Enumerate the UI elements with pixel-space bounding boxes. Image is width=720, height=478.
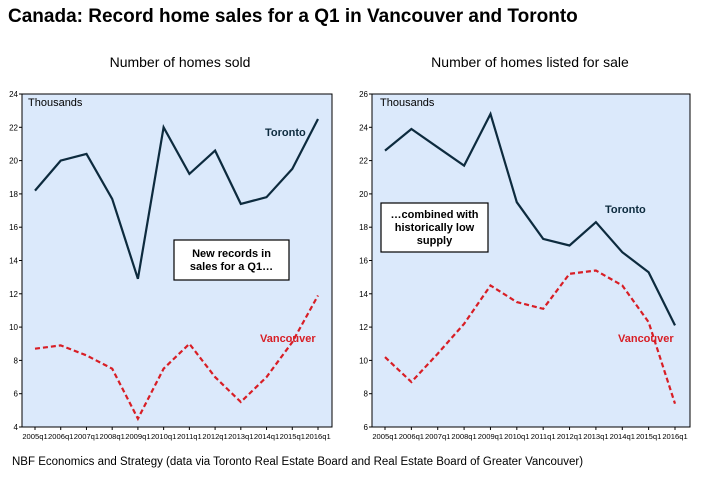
- right-y-tick-label: 10: [359, 356, 368, 365]
- left-y-tick-label: 10: [9, 323, 18, 332]
- source-footer: NBF Economics and Strategy (data via Tor…: [12, 456, 584, 468]
- left-x-tick-label: 2014q1: [254, 432, 279, 441]
- left-toronto-label: Toronto: [265, 127, 306, 139]
- right-y-tick-label: 20: [359, 190, 368, 199]
- left-y-tick-label: 20: [9, 157, 18, 166]
- right-y-axis-label: Thousands: [380, 97, 435, 109]
- left-x-tick-label: 2015q1: [280, 432, 305, 441]
- right-x-tick-label: 2012q1: [557, 432, 582, 441]
- right-plot-area: [371, 93, 691, 428]
- right-y-tick-label: 8: [364, 390, 369, 399]
- right-annotation-box: [380, 202, 489, 253]
- right-y-tick-label: 14: [359, 290, 368, 299]
- right-x-tick-label: 2007q1: [425, 432, 450, 441]
- left-y-tick-label: 22: [9, 123, 18, 132]
- left-annotation-box: [173, 239, 290, 281]
- right-vancouver-line: [384, 269, 677, 405]
- right-x-tick-label: 2015q1: [636, 432, 661, 441]
- right-x-tick-label: 2013q1: [583, 432, 608, 441]
- left-x-tick-label: 2010q1: [151, 432, 176, 441]
- left-x-tick-label: 2016q1: [305, 432, 330, 441]
- right-x-tick-label: 2008q1: [451, 432, 476, 441]
- left-annotation-text: sales for a Q1…: [190, 261, 273, 273]
- left-x-tick-label: 2013q1: [228, 432, 253, 441]
- right-x-tick-label: 2009q1: [478, 432, 503, 441]
- left-x-tick-label: 2008q1: [100, 432, 125, 441]
- left-y-tick-label: 4: [14, 423, 19, 432]
- left-y-tick-label: 6: [14, 390, 19, 399]
- right-annotation-text: …combined with: [391, 209, 479, 221]
- left-x-tick-label: 2012q1: [202, 432, 227, 441]
- right-x-tick-label: 2016q1: [662, 432, 687, 441]
- left-x-tick-label: 2006q1: [48, 432, 73, 441]
- right-x-tick-label: 2005q1: [372, 432, 397, 441]
- left-annotation-text: New records in: [192, 248, 271, 260]
- left-y-tick-label: 8: [14, 356, 19, 365]
- right-y-tick-label: 18: [359, 223, 368, 232]
- left-x-tick-label: 2005q1: [22, 432, 47, 441]
- right-annotation-text: historically low: [395, 222, 475, 234]
- left-y-tick-label: 16: [9, 223, 18, 232]
- left-y-tick-label: 18: [9, 190, 18, 199]
- right-x-tick-label: 2010q1: [504, 432, 529, 441]
- left-vancouver-line: [34, 294, 319, 422]
- right-y-tick-label: 22: [359, 157, 368, 166]
- chart-title: Canada: Record home sales for a Q1 in Va…: [8, 6, 578, 27]
- right-toronto-line: [384, 111, 676, 326]
- left-vancouver-label: Vancouver: [260, 333, 316, 345]
- right-x-tick-label: 2011q1: [531, 432, 556, 441]
- left-toronto-line: [34, 118, 319, 280]
- right-y-tick-label: 6: [364, 423, 369, 432]
- left-x-tick-label: 2007q1: [74, 432, 99, 441]
- left-x-tick-label: 2011q1: [177, 432, 202, 441]
- left-y-tick-label: 24: [9, 90, 18, 99]
- right-y-tick-label: 12: [359, 323, 368, 332]
- left-y-tick-label: 12: [9, 290, 18, 299]
- left-y-axis-label: Thousands: [28, 97, 83, 109]
- right-y-tick-label: 24: [359, 123, 368, 132]
- right-annotation-text: supply: [417, 235, 453, 247]
- right-y-tick-label: 16: [359, 257, 368, 266]
- right-panel-title: Number of homes listed for sale: [431, 54, 629, 70]
- right-toronto-label: Toronto: [605, 204, 646, 216]
- left-y-tick-label: 14: [9, 257, 18, 266]
- right-y-tick-label: 26: [359, 90, 368, 99]
- right-x-tick-label: 2014q1: [610, 432, 635, 441]
- left-x-tick-label: 2009q1: [125, 432, 150, 441]
- left-panel-title: Number of homes sold: [109, 54, 251, 70]
- right-vancouver-label: Vancouver: [618, 333, 674, 345]
- right-x-tick-label: 2006q1: [399, 432, 424, 441]
